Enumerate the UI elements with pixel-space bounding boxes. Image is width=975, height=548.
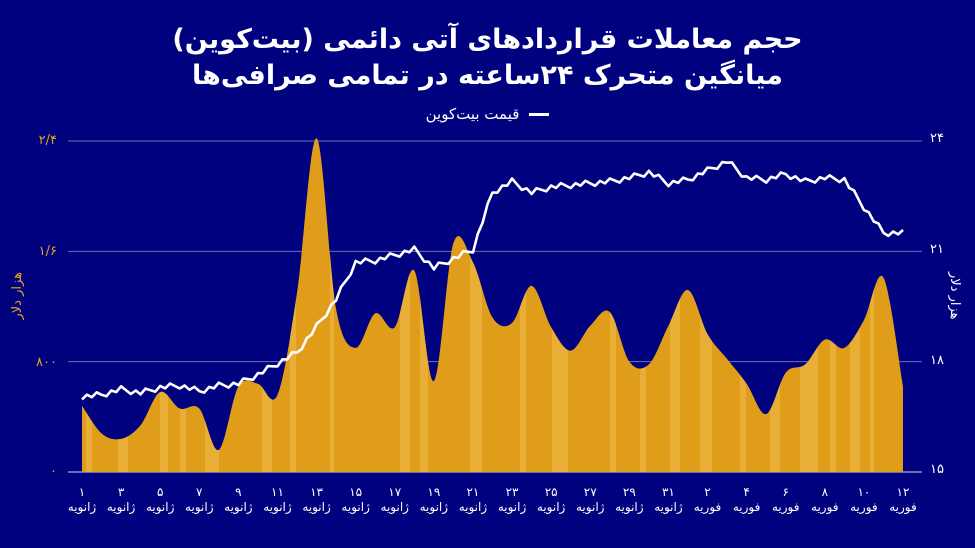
x-label-month: ژانویه [654,500,683,514]
x-label-day: ۱۲ [896,485,910,499]
x-label-month: فوریه [732,500,761,514]
x-axis-label: ۱۱ ژانویه [252,485,302,515]
x-label-day: ۱۱ [271,485,284,499]
x-label-month: فوریه [889,500,917,514]
x-axis-label: ۱۰ فوریه [839,485,889,515]
x-label-day: ۴ [743,485,750,499]
x-label-month: ژانویه [536,500,566,514]
x-axis-label: ۲ فوریه [683,485,733,515]
right-axis-tick: ۱۵ [930,462,944,477]
x-axis-labels: ۱ ژانویه ۳ ژانویه ۵ ژانویه ۷ ژانویه ۹ ژانویه ۱۱ ژان… [0,485,975,525]
x-label-day: ۲۹ [622,485,636,499]
x-label-day: ۲ [704,485,711,499]
x-label-day: ۲۵ [544,485,558,499]
x-axis-label: ۱۳ ژانویه [292,485,342,515]
left-axis-tick: ۰ [50,464,57,479]
x-label-month: فوریه [850,500,878,514]
x-axis-label: ۶ فوریه [761,485,811,515]
x-label-day: ۱۰ [857,485,871,499]
left-axis-tick: ۲/۴ [38,133,57,148]
x-label-day: ۱۵ [349,485,363,499]
x-axis-label: ۲۱ ژانویه [448,485,498,515]
x-axis-label: ۹ ژانویه [213,485,263,515]
x-label-month: ژانویه [380,500,409,514]
x-axis-label: ۱۵ ژانویه [331,485,381,515]
x-axis-label: ۸ فوریه [800,485,850,515]
x-axis-label: ۵ ژانویه [135,485,185,515]
x-axis-label: ۳۱ ژانویه [643,485,693,515]
x-axis-label: ۴ فوریه [722,485,772,515]
x-axis-label: ۲۵ ژانویه [526,485,576,515]
left-axis-tick: ۸۰۰ [36,355,57,370]
x-label-day: ۲۱ [466,485,480,499]
right-axis-unit: هزار دلار [947,272,962,320]
x-label-month: ژانویه [263,500,292,514]
x-label-month: ژانویه [302,500,331,514]
x-label-day: ۳۱ [661,485,675,499]
x-label-day: ۱۹ [427,485,441,499]
x-axis-label: ۲۳ ژانویه [487,485,537,515]
x-label-month: ژانویه [145,500,175,514]
x-label-month: ژانویه [106,500,136,514]
chart-title-line1: حجم معاملات قراردادهای آتی دائمی (بیت‌کو… [172,24,803,55]
legend-label: قیمت بیت‌کوین [425,105,520,123]
x-label-month: فوریه [811,500,839,514]
x-axis-label: ۱۲ فوریه [878,485,928,515]
x-axis-label: ۱۷ ژانویه [370,485,420,515]
x-axis-label: ۷ ژانویه [174,485,224,515]
x-label-month: ژانویه [497,500,527,514]
x-label-month: ژانویه [419,500,449,514]
legend-line-swatch [529,113,550,116]
x-label-month: فوریه [693,500,722,514]
x-label-day: ۲۳ [505,485,519,499]
x-axis-label: ۲۹ ژانویه [604,485,654,515]
x-label-day: ۸ [821,485,829,499]
x-axis-label: ۳ ژانویه [96,485,146,515]
x-label-day: ۵ [156,485,164,499]
x-axis-label: ۱ ژانویه [57,485,107,515]
x-label-day: ۱۳ [310,485,323,499]
x-axis-label: ۲۷ ژانویه [565,485,615,515]
right-axis-tick: ۱۸ [930,353,944,368]
left-axis-tick: ۱/۶ [38,244,57,259]
x-label-month: ژانویه [224,500,253,514]
legend: قیمت بیت‌کوین [0,104,975,124]
left-axis-unit: هزار دلار [10,272,25,320]
x-axis-label: ۱۹ ژانویه [409,485,459,515]
price-line [81,160,904,401]
volume-area [82,138,903,472]
x-label-day: ۱ [78,485,86,499]
x-label-day: ۷ [196,485,203,499]
x-label-month: ژانویه [341,500,370,514]
x-label-month: ژانویه [458,500,488,514]
chart-title-line2: میانگین متحرک ۲۴ساعته در تمامی صرافی‌ها [192,60,783,91]
x-label-month: ژانویه [185,500,214,514]
x-label-month: ژانویه [67,500,97,514]
x-label-day: ۲۷ [583,485,597,499]
x-label-month: فوریه [771,500,800,514]
right-axis-tick: ۲۱ [930,242,944,257]
x-label-month: ژانویه [576,500,605,514]
x-label-day: ۹ [235,485,242,499]
x-label-day: ۱۷ [388,485,402,499]
x-label-month: ژانویه [615,500,644,514]
x-label-day: ۶ [782,485,789,499]
x-label-day: ۳ [117,485,125,499]
right-axis-tick: ۲۴ [930,131,944,146]
